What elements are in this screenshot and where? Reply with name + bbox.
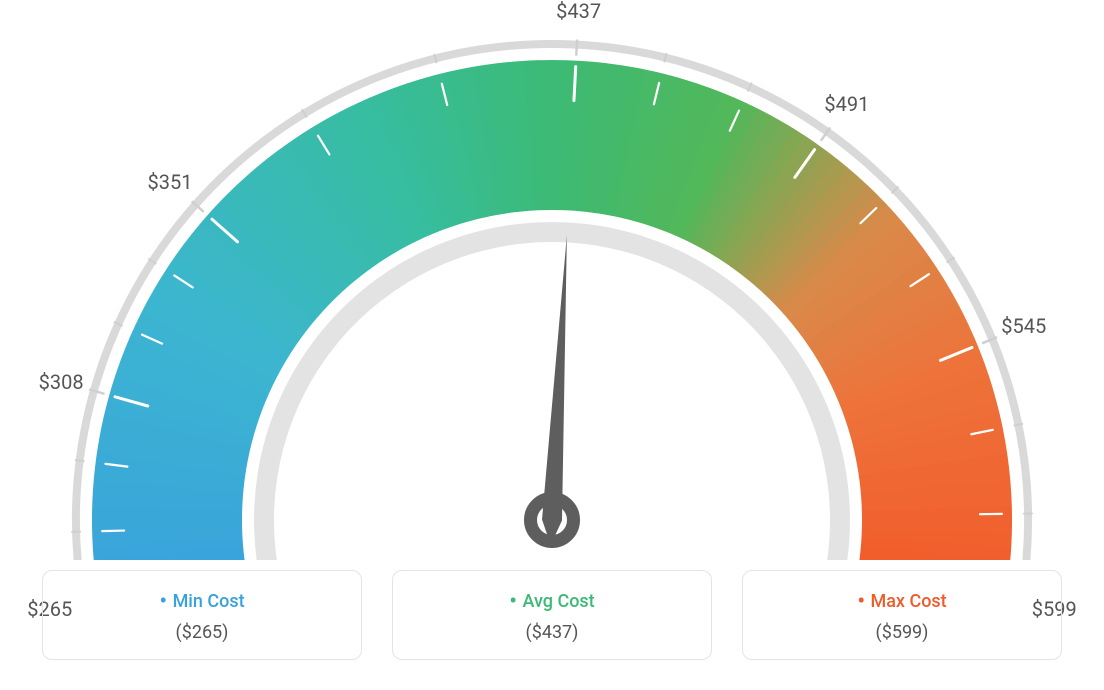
legend-title: Avg Cost bbox=[403, 589, 701, 614]
legend-value: ($599) bbox=[753, 622, 1051, 643]
tick-label: $491 bbox=[824, 92, 869, 116]
legend-title: Min Cost bbox=[53, 589, 351, 614]
legend-value: ($437) bbox=[403, 622, 701, 643]
legend-value: ($265) bbox=[53, 622, 351, 643]
legend-card: Min Cost ($265) bbox=[42, 570, 362, 660]
tick-label: $545 bbox=[1001, 314, 1046, 338]
legend-card: Max Cost ($599) bbox=[742, 570, 1062, 660]
outer-tick-major bbox=[576, 41, 577, 55]
gauge-container: $265$308$351$437$491$545$599 bbox=[0, 0, 1104, 560]
tick-label: $308 bbox=[39, 370, 84, 394]
outer-tick-minor bbox=[76, 460, 84, 461]
tick-label: $437 bbox=[556, 0, 601, 23]
legend-row: Min Cost ($265) Avg Cost ($437) Max Cost ($59… bbox=[0, 570, 1104, 660]
legend-title: Max Cost bbox=[753, 589, 1051, 614]
arc-tick-minor bbox=[102, 531, 124, 532]
tick-label: $351 bbox=[148, 170, 193, 194]
gauge-svg bbox=[0, 0, 1104, 560]
arc-tick-major bbox=[574, 67, 576, 101]
legend-card: Avg Cost ($437) bbox=[392, 570, 712, 660]
